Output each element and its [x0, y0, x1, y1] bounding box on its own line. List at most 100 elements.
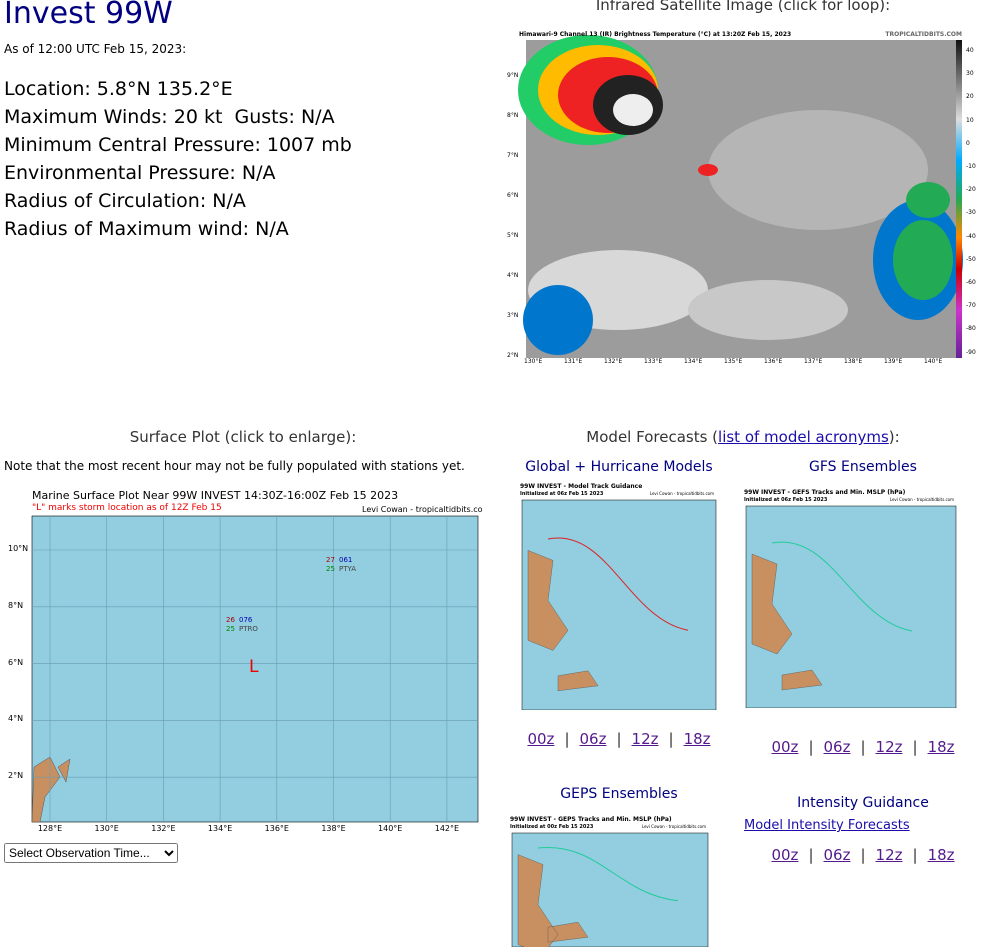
- image-init: Initialized at 06z Feb 15 2023: [744, 497, 828, 503]
- y-tick-label: 6°N: [507, 192, 519, 199]
- intensity-title: Intensity Guidance: [797, 795, 929, 811]
- colorbar-tick-label: -80: [966, 325, 976, 333]
- run-link[interactable]: 18z: [927, 738, 955, 756]
- storm-info-line: Environmental Pressure: N/A: [4, 162, 276, 184]
- image-credit: Levi Cowan - tropicaltidbits.com: [889, 497, 954, 502]
- colorbar-tick-label: -70: [966, 302, 976, 310]
- x-tick-label: 138°E: [844, 358, 863, 365]
- acronyms-link[interactable]: list of model acronyms: [718, 428, 889, 446]
- image-credit: TROPICALTIDBITS.COM: [885, 31, 962, 38]
- image-title: 99W INVEST - GEFS Tracks and Min. MSLP (…: [744, 489, 906, 496]
- run-separator: |: [808, 738, 814, 756]
- panel-runs: 00z | 06z | 12z | 18z: [771, 738, 954, 756]
- run-link[interactable]: 00z: [771, 846, 799, 864]
- run-link[interactable]: 00z: [771, 738, 799, 756]
- observation-select[interactable]: Select Observation Time...: [4, 843, 178, 863]
- x-tick-label: 138°E: [321, 824, 346, 833]
- storm-info-line: Location: 5.8°N 135.2°E: [4, 78, 233, 100]
- intensity-runs: 00z | 06z | 12z | 18z: [771, 846, 954, 864]
- model-image[interactable]: 99W INVEST - GEPS Tracks and Min. MSLP (…: [508, 815, 720, 947]
- x-tick-label: 139°E: [884, 358, 903, 365]
- x-tick-label: 140°E: [378, 824, 403, 833]
- satellite-heading: Infrared Satellite Image (click for loop…: [595, 0, 891, 14]
- run-separator: |: [912, 846, 918, 864]
- storm-info-line: Radius of Circulation: N/A: [4, 190, 246, 212]
- x-tick-label: 137°E: [804, 358, 823, 365]
- run-link[interactable]: 06z: [823, 738, 851, 756]
- station-dew: 25: [226, 625, 235, 633]
- y-tick-label: 9°N: [507, 72, 519, 79]
- run-link[interactable]: 12z: [631, 730, 659, 748]
- colorbar-tick-label: 30: [966, 70, 974, 78]
- model-graphic: [511, 832, 709, 947]
- run-link[interactable]: 18z: [683, 730, 711, 748]
- run-separator: |: [860, 846, 866, 864]
- x-tick-label: 132°E: [604, 358, 623, 365]
- run-link[interactable]: 06z: [823, 846, 851, 864]
- storm-info-line: Minimum Central Pressure: 1007 mb: [4, 134, 352, 156]
- panel-runs: 00z | 06z | 12z | 18z: [527, 730, 710, 748]
- satellite-image[interactable]: Himawari-9 Channel 13 (IR) Brightness Te…: [507, 30, 976, 366]
- y-tick-label: 2°N: [8, 771, 24, 781]
- panel-title: Global + Hurricane Models: [525, 459, 713, 475]
- y-tick-label: 8°N: [507, 112, 519, 119]
- image-title: 99W INVEST - GEPS Tracks and Min. MSLP (…: [510, 816, 672, 823]
- y-tick-label: 7°N: [507, 152, 519, 159]
- storm-info-line: Maximum Winds: 20 kt Gusts: N/A: [4, 106, 335, 128]
- run-link[interactable]: 12z: [875, 846, 903, 864]
- y-tick-label: 5°N: [507, 232, 519, 239]
- y-tick-label: 6°N: [8, 657, 24, 667]
- x-tick-label: 133°E: [644, 358, 663, 365]
- x-tick-label: 132°E: [151, 824, 176, 833]
- y-tick-label: 4°N: [507, 272, 519, 279]
- x-tick-label: 136°E: [764, 358, 783, 365]
- image-title: Marine Surface Plot Near 99W INVEST 14:3…: [32, 489, 399, 502]
- run-link[interactable]: 00z: [527, 730, 555, 748]
- storm-title: Invest 99W: [4, 0, 173, 31]
- model-graphic: [745, 505, 957, 708]
- run-link[interactable]: 18z: [927, 846, 955, 864]
- station-pressure: 061: [339, 556, 353, 564]
- run-separator: |: [564, 730, 570, 748]
- run-separator: |: [808, 846, 814, 864]
- run-separator: |: [860, 738, 866, 756]
- image-init: Initialized at 00z Feb 15 2023: [510, 824, 594, 830]
- image-subtitle: "L" marks storm location as of 12Z Feb 1…: [32, 503, 222, 513]
- colorbar-tick-label: -40: [966, 232, 976, 240]
- y-tick-label: 4°N: [8, 714, 24, 724]
- image-init: Initialized at 06z Feb 15 2023: [520, 491, 604, 497]
- x-tick-label: 142°E: [434, 824, 460, 833]
- x-tick-label: 131°E: [564, 358, 583, 365]
- heading-suffix: ):: [888, 428, 900, 446]
- storm-marker: L: [249, 657, 259, 677]
- intensity-link[interactable]: Model Intensity Forecasts: [744, 818, 910, 833]
- x-tick-label: 134°E: [207, 824, 233, 833]
- station-id: PTRO: [239, 625, 258, 633]
- colorbar-tick-label: 0: [966, 139, 970, 147]
- x-tick-label: 140°E: [924, 358, 943, 365]
- run-link[interactable]: 12z: [875, 738, 903, 756]
- run-link[interactable]: 06z: [579, 730, 607, 748]
- run-separator: |: [912, 738, 918, 756]
- model-image[interactable]: 99W INVEST - Model Track Guidance Initial…: [518, 482, 728, 710]
- model-image[interactable]: 99W INVEST - GEFS Tracks and Min. MSLP (…: [742, 488, 968, 708]
- image-title: 99W INVEST - Model Track Guidance: [520, 483, 643, 490]
- model-graphic: [521, 499, 717, 710]
- colorbar-tick-label: 40: [966, 47, 974, 54]
- image-title: Himawari-9 Channel 13 (IR) Brightness Te…: [519, 31, 792, 38]
- x-tick-label: 130°E: [524, 358, 543, 365]
- x-tick-label: 130°E: [94, 824, 119, 833]
- y-tick-label: 8°N: [8, 600, 24, 610]
- x-tick-label: 136°E: [264, 824, 289, 833]
- panel-title: GEPS Ensembles: [560, 786, 678, 802]
- storm-info-line: Radius of Maximum wind: N/A: [4, 218, 289, 240]
- as-of: As of 12:00 UTC Feb 15, 2023:: [4, 42, 187, 56]
- surface-image[interactable]: Marine Surface Plot Near 99W INVEST 14:3…: [0, 487, 482, 839]
- colorbar-tick-label: 20: [966, 93, 974, 101]
- y-tick-label: 3°N: [507, 312, 519, 319]
- colorbar-tick-label: -20: [966, 186, 976, 194]
- surface-note: Note that the most recent hour may not b…: [4, 459, 465, 473]
- colorbar-tick-label: -10: [966, 163, 976, 170]
- y-tick-label: 10°N: [8, 544, 29, 553]
